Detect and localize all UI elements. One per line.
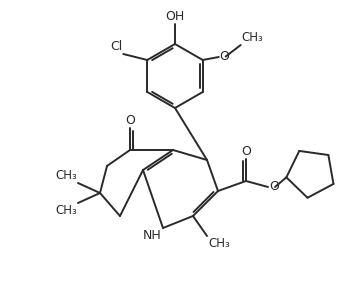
Text: CH₃: CH₃ bbox=[242, 31, 264, 44]
Text: O: O bbox=[125, 114, 135, 127]
Text: O: O bbox=[269, 181, 279, 193]
Text: O: O bbox=[220, 50, 230, 63]
Text: O: O bbox=[241, 145, 251, 158]
Text: CH₃: CH₃ bbox=[55, 204, 77, 217]
Text: CH₃: CH₃ bbox=[55, 169, 77, 182]
Text: Cl: Cl bbox=[110, 40, 122, 53]
Text: OH: OH bbox=[165, 10, 185, 23]
Text: CH₃: CH₃ bbox=[208, 237, 230, 250]
Text: NH: NH bbox=[143, 229, 162, 242]
